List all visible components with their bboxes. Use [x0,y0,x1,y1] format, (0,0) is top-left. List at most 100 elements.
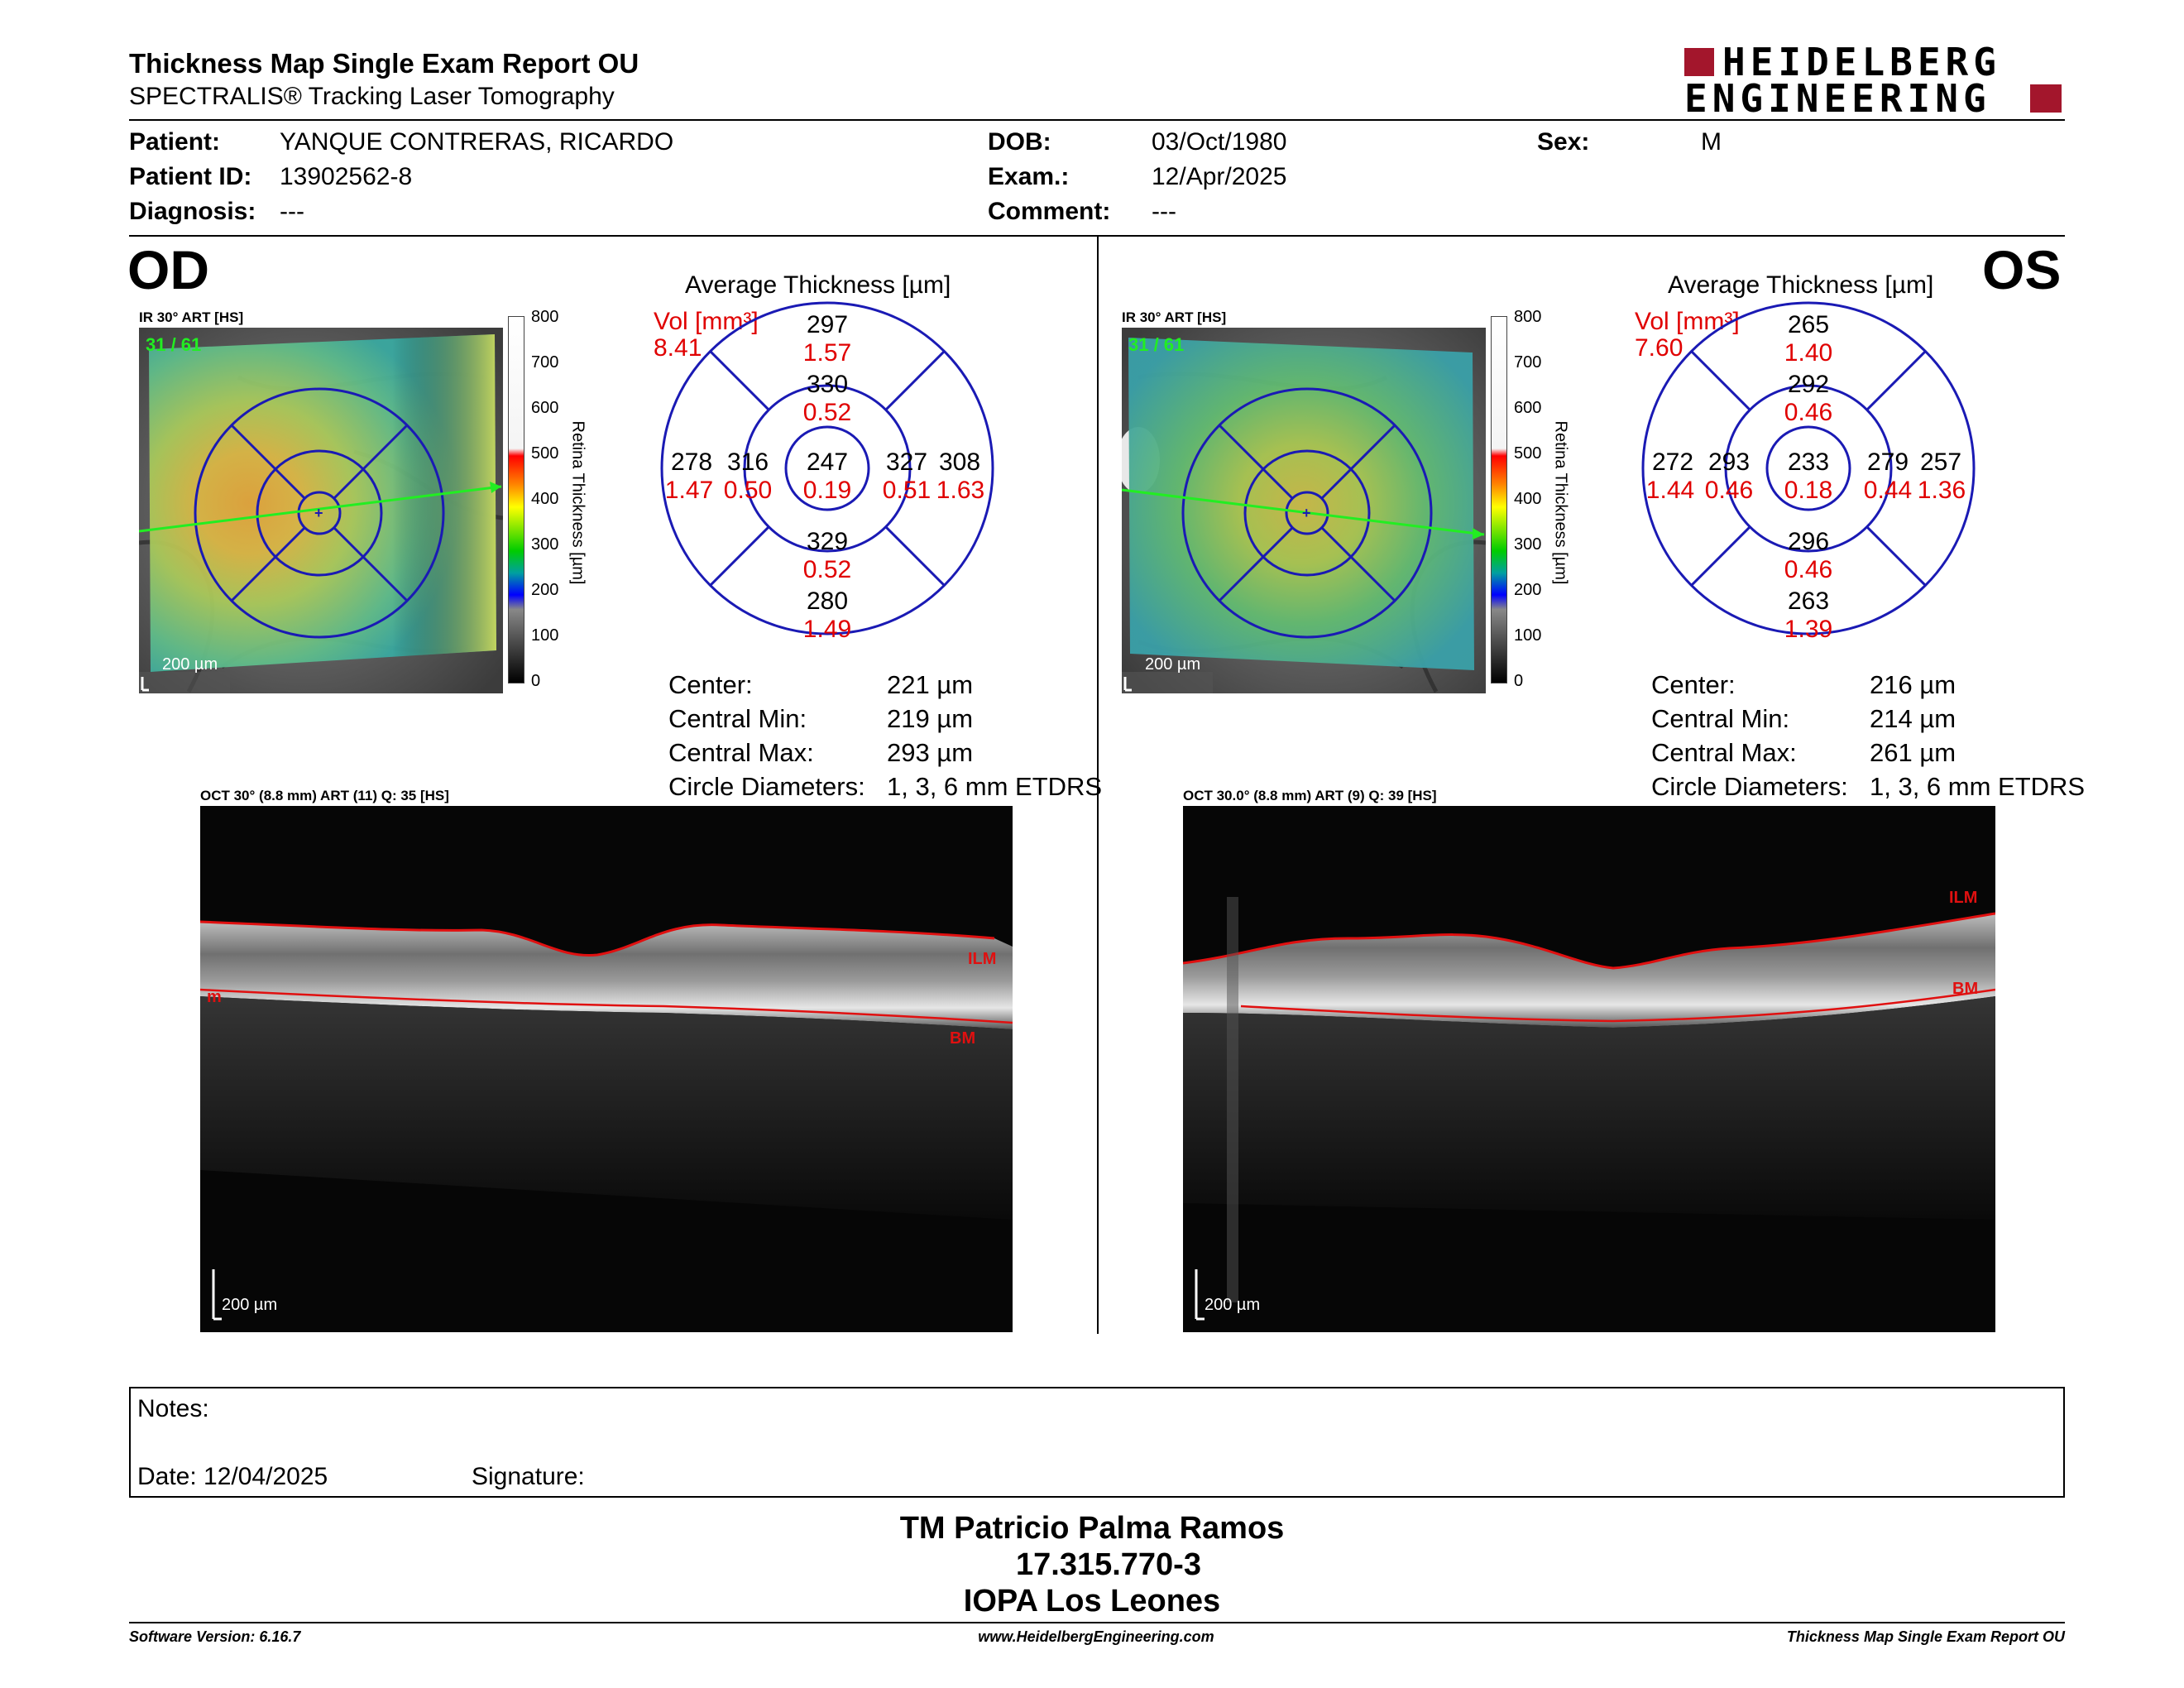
od-vol-value: 8.41 [654,334,702,362]
notes-box[interactable]: Notes: Date: 12/04/2025 Signature: [129,1387,2065,1498]
os-center-volume: 0.18 [1784,477,1833,504]
od-center-volume: 0.19 [802,477,852,504]
od-colorbar [508,316,524,683]
os-colorbar [1491,316,1507,683]
os-stat-label: Central Max: [1651,738,1797,767]
os-stat-value: 214 µm [1870,704,1956,733]
os-outer-top-thickness: 265 [1787,311,1830,338]
os-colorbar-ticks: 800 700 600 500 400 300 200 100 0 [1514,308,1547,690]
footer-divider [129,1622,2065,1623]
od-tick: 600 [531,399,559,417]
od-stat-label: Central Min: [668,704,807,733]
od-oct-label: OCT 30° (8.8 mm) ART (11) Q: 35 [HS] [200,788,449,803]
exam-value: 12/Apr/2025 [1152,163,1287,190]
dob-value: 03/Oct/1980 [1152,128,1287,156]
os-grid-values: 265 1.40 292 0.46 233 0.18 293 0.46 279 … [1640,300,1977,643]
os-vol-value: 7.60 [1635,334,1684,362]
software-version: Software Version: 6.16.7 [129,1628,301,1645]
od-inner-bottom-volume: 0.52 [802,556,852,583]
os-tick: 0 [1514,672,1524,690]
diagnosis-label: Diagnosis: [129,198,256,225]
os-oct-scan: ILM BM 200 µm [1182,806,1996,1332]
os-stat-value: 216 µm [1870,670,1956,699]
od-stat-value: 219 µm [887,704,974,733]
od-colorbar-label: Retina Thickness [µm] [568,420,587,585]
report-subtitle: SPECTRALIS® Tracking Laser Tomography [129,83,615,110]
od-frames: 31 / 61 [146,334,202,355]
os-tick: 700 [1514,353,1542,372]
os-tick: 600 [1514,399,1542,417]
os-outer-right-volume: 1.36 [1917,477,1966,504]
os-outer-top-volume: 1.40 [1784,339,1833,367]
eye-label-od: OD [127,239,209,300]
od-inner-right-volume: 0.51 [882,477,932,504]
od-outer-right-volume: 1.63 [936,477,985,504]
os-colorbar-label: Retina Thickness [µm] [1551,420,1570,585]
od-outer-top-volume: 1.57 [802,339,852,367]
patient-label: Patient: [129,128,221,156]
os-tick: 400 [1514,490,1542,508]
comment-value: --- [1152,198,1176,225]
signer-org: IOPA Los Leones [963,1584,1221,1618]
od-stat-label: Central Max: [668,738,814,767]
od-tick: 200 [531,581,559,599]
svg-text:+: + [1302,505,1311,521]
signature-label: Signature: [472,1463,585,1490]
od-ilm-label: ILM [968,950,997,968]
os-stat-value: 261 µm [1870,738,1956,767]
os-tick: 100 [1514,626,1542,645]
os-outer-left-thickness: 272 [1651,448,1694,476]
heidelberg-logo: HEIDELBERG ENGINEERING [1684,40,2065,121]
os-oct-scale: 200 µm [1205,1296,1261,1314]
os-stat-label: Circle Diameters: [1651,772,1848,801]
od-tick: 800 [531,308,559,326]
od-tick: 0 [531,672,541,690]
od-fundus-label: IR 30° ART [HS] [139,309,244,325]
od-tick: 100 [531,626,559,645]
od-colorbar-ticks: 800 700 600 500 400 300 200 100 0 [531,308,564,690]
website-link[interactable]: www.HeidelbergEngineering.com [978,1628,1214,1645]
od-outer-bottom-volume: 1.49 [802,616,852,643]
sex-label: Sex: [1537,128,1590,156]
od-vol-label: Vol [mm³] [654,308,759,335]
od-tick: 500 [531,444,559,463]
od-inner-left-volume: 0.50 [723,477,773,504]
od-grid-values: 297 1.57 330 0.52 247 0.19 316 0.50 327 … [659,300,996,643]
os-stat-label: Center: [1651,670,1736,699]
od-tick: 300 [531,535,559,554]
os-outer-bottom-volume: 1.39 [1784,616,1833,643]
os-etdrs-grid [1641,301,1976,635]
os-stat-value: 1, 3, 6 mm ETDRS [1870,772,2086,801]
footer-report-name: Thickness Map Single Exam Report OU [1786,1628,2065,1645]
header-divider [129,119,2065,121]
os-tick: 800 [1514,308,1542,326]
os-fundus-image: + 31 / 61 200 µm [1117,328,1487,693]
patient-divider [129,235,2065,237]
od-tick: 700 [531,353,559,372]
sex-value: M [1701,128,1722,156]
od-inner-top-volume: 0.52 [802,399,852,426]
od-stat-value: 221 µm [887,670,974,699]
comment-label: Comment: [988,198,1111,225]
od-outer-left-thickness: 278 [670,448,713,476]
os-outer-left-volume: 1.44 [1645,477,1695,504]
od-stat-label: Circle Diameters: [668,772,865,801]
od-stat-value: 1, 3, 6 mm ETDRS [887,772,1103,801]
os-inner-right-thickness: 279 [1866,448,1909,476]
os-frames: 31 / 61 [1128,334,1185,355]
os-stat-label: Central Min: [1651,704,1790,733]
od-outer-bottom-thickness: 280 [806,587,849,615]
od-oct-scan: ILM BM m 200 µm [199,806,1013,1332]
od-inner-left-thickness: 316 [726,448,769,476]
os-inner-left-volume: 0.46 [1704,477,1754,504]
dob-label: DOB: [988,128,1051,156]
od-tick: 400 [531,490,559,508]
signer-id: 17.315.770-3 [1016,1547,1201,1582]
od-stat-value: 293 µm [887,738,974,767]
os-inner-top-volume: 0.46 [1784,399,1833,426]
od-m-label: m [207,988,222,1006]
os-inner-bottom-thickness: 296 [1787,528,1830,555]
os-center-thickness: 233 [1787,448,1830,476]
os-inner-bottom-volume: 0.46 [1784,556,1833,583]
od-outer-left-volume: 1.47 [664,477,714,504]
